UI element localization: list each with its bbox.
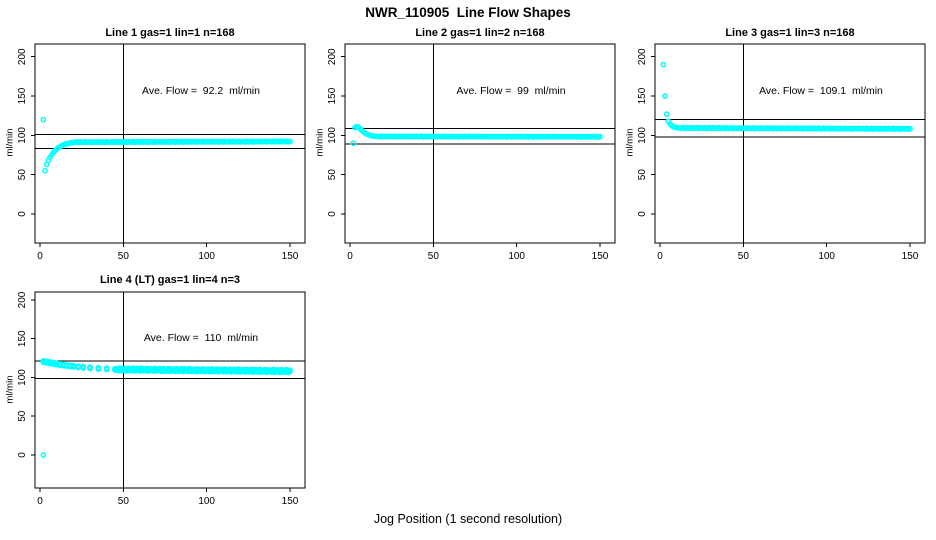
- outlier-point: [40, 452, 47, 458]
- x-tick-label: 0: [657, 251, 663, 262]
- y-tick-label: 0: [17, 452, 28, 458]
- y-tick-label: 0: [17, 211, 28, 217]
- plot-frame: [34, 43, 306, 244]
- panel-1-y-axis-label: ml/min: [4, 128, 16, 157]
- y-tick-label: 50: [17, 410, 28, 422]
- data-point: [287, 138, 293, 145]
- x-tick-label: 150: [282, 251, 299, 262]
- x-tick-label: 100: [818, 251, 835, 262]
- data-point: [87, 364, 93, 371]
- panel-3: 0 50 100 150 0 50 100 150 200: [637, 43, 926, 262]
- y-tick-label: 50: [327, 169, 338, 181]
- x-tick-label: 0: [37, 251, 43, 262]
- panel-3-title: Line 3 gas=1 lin=3 n=168: [725, 27, 855, 39]
- data-point: [662, 93, 668, 99]
- y-tick-label: 0: [637, 211, 648, 217]
- data-point: [42, 167, 48, 174]
- panel-4-title: Line 4 (LT) gas=1 lin=4 n=3: [99, 274, 241, 286]
- y-tick-label: 150: [17, 330, 28, 347]
- data-point: [287, 367, 293, 374]
- figure-title: NWR_110905 Line Flow Shapes: [365, 5, 571, 20]
- x-tick-label: 100: [508, 251, 525, 262]
- y-tick-label: 100: [637, 127, 648, 144]
- y-tick-label: 150: [17, 87, 28, 104]
- y-tick-label: 100: [327, 127, 338, 144]
- panel-1-title: Line 1 gas=1 lin=1 n=168: [105, 27, 235, 39]
- panel-2: 0 50 100 150 0 50 100 150 200: [327, 43, 616, 262]
- plot-frame: [654, 43, 926, 244]
- panel-2-y-axis-label: ml/min: [314, 128, 326, 157]
- x-tick-label: 150: [282, 496, 299, 507]
- y-tick-label: 100: [17, 369, 28, 386]
- x-tick-label: 50: [118, 251, 130, 262]
- panel-1-ave-flow-annotation: Ave. Flow = 92.2 ml/min: [142, 85, 260, 97]
- x-tick-label: 150: [592, 251, 609, 262]
- y-tick-label: 50: [637, 169, 648, 181]
- y-tick-label: 50: [17, 169, 28, 181]
- data-point: [907, 125, 913, 132]
- y-tick-label: 200: [17, 291, 28, 308]
- x-axis-label: Jog Position (1 second resolution): [373, 512, 563, 526]
- data-point: [103, 365, 110, 372]
- x-tick-label: 0: [347, 251, 353, 262]
- panel-2-ave-flow-annotation: Ave. Flow = 99 ml/min: [456, 85, 566, 97]
- y-tick-label: 150: [637, 87, 648, 104]
- y-tick-label: 100: [17, 127, 28, 144]
- y-tick-label: 200: [637, 48, 648, 65]
- panel-3-y-axis-label: ml/min: [624, 128, 636, 157]
- y-tick-label: 200: [327, 48, 338, 65]
- x-tick-label: 150: [902, 251, 919, 262]
- outlier-point: [40, 116, 47, 123]
- data-point: [597, 133, 603, 140]
- x-tick-label: 50: [118, 496, 130, 507]
- panel-4: 0 50 100 150 0 50 100 150 200: [17, 291, 306, 507]
- data-point: [663, 111, 670, 117]
- data-point: [660, 61, 667, 68]
- panel-4-ave-flow-annotation: Ave. Flow = 110 ml/min: [143, 332, 259, 344]
- x-tick-label: 100: [198, 251, 215, 262]
- panel-3-ave-flow-annotation: Ave. Flow = 109.1 ml/min: [759, 85, 883, 97]
- x-tick-label: 0: [37, 496, 43, 507]
- x-tick-label: 50: [738, 251, 750, 262]
- y-tick-label: 200: [17, 48, 28, 65]
- panel-4-y-axis-label: ml/min: [4, 375, 16, 404]
- x-tick-label: 50: [428, 251, 440, 262]
- data-point: [75, 363, 82, 370]
- panel-2-title: Line 2 gas=1 lin=2 n=168: [415, 27, 545, 39]
- x-tick-label: 100: [198, 496, 215, 507]
- data-point: [80, 363, 87, 370]
- y-tick-label: 150: [327, 87, 338, 104]
- panel-1: 0 50 100 150 0 50 100 150 200: [17, 43, 306, 262]
- data-point: [95, 364, 102, 371]
- outlier-point: [350, 140, 357, 147]
- plot-frame: [34, 291, 306, 489]
- y-tick-label: 0: [327, 211, 338, 217]
- data-point: [70, 362, 77, 369]
